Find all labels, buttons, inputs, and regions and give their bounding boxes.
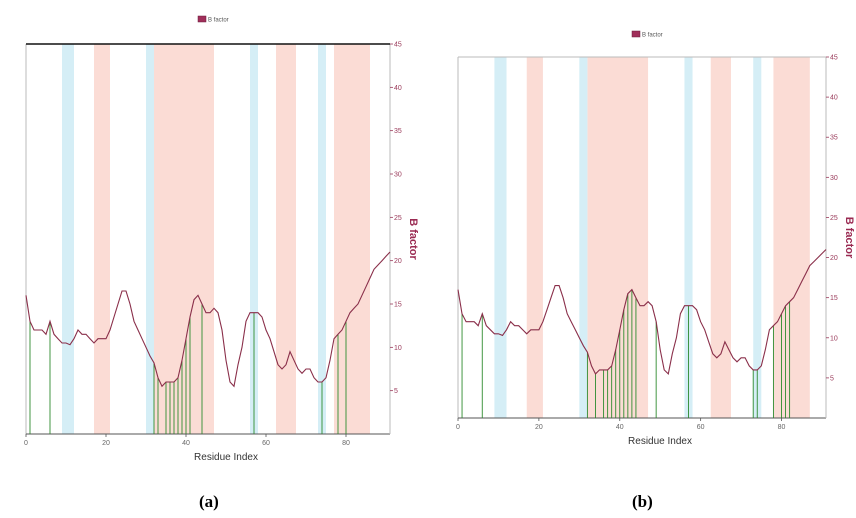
caption-a: (a): [199, 492, 219, 511]
y-tick-label: 40: [830, 95, 838, 102]
y-tick-label: 45: [830, 55, 838, 62]
y-tick-label: 25: [394, 215, 402, 222]
x-tick-label: 80: [342, 440, 350, 447]
helix-region-2: [276, 44, 296, 434]
y-tick-label: 20: [394, 258, 402, 265]
strand-region-4: [494, 57, 507, 418]
y-tick-label: 40: [394, 85, 402, 92]
x-tick-label: 40: [182, 440, 190, 447]
x-tick-label: 20: [102, 440, 110, 447]
legend-swatch: [197, 15, 207, 23]
y-tick-label: 10: [830, 335, 838, 342]
legend-label: B factor: [642, 33, 663, 39]
y-tick-label: 10: [394, 345, 402, 352]
x-tick-label: 0: [456, 424, 460, 431]
x-axis-label: Residue Index: [194, 452, 258, 463]
y-tick-label: 5: [394, 388, 398, 395]
x-tick-label: 40: [616, 424, 624, 431]
chart-panel-a: 0 20 40 60 80 5 10 15 20 25 30 35 40 45 Residue Index B…: [24, 15, 419, 463]
y-axis-label: B factor: [407, 218, 419, 260]
x-tick-label: 20: [535, 424, 543, 431]
y-tick-label: 30: [830, 175, 838, 182]
strand-region-6: [250, 44, 258, 434]
y-tick-label: 25: [830, 215, 838, 222]
y-tick-label: 35: [394, 128, 402, 135]
y-tick-label: 20: [830, 255, 838, 262]
legend-swatch: [631, 30, 641, 38]
x-tick-label: 60: [262, 440, 270, 447]
helix-region-3: [334, 44, 370, 434]
strand-region-7: [318, 44, 326, 434]
helix-region-1: [587, 57, 649, 418]
x-tick-label: 60: [697, 424, 705, 431]
bfactor-series-line: [25, 251, 391, 388]
helix-region-0: [94, 44, 110, 434]
helix-region-3: [773, 57, 810, 418]
strand-region-4: [62, 44, 74, 434]
y-tick-label: 15: [394, 302, 402, 309]
y-tick-label: 35: [830, 135, 838, 142]
bfactor-series-line: [457, 249, 827, 376]
caption-b: (b): [632, 492, 653, 511]
helix-region-2: [710, 57, 731, 418]
y-axis-label: B factor: [843, 217, 855, 259]
helix-region-0: [526, 57, 543, 418]
x-tick-label: 80: [778, 424, 786, 431]
strand-region-6: [684, 57, 693, 418]
x-tick-label: 0: [24, 440, 28, 447]
strand-region-7: [753, 57, 762, 418]
x-axis-label: Residue Index: [628, 436, 692, 447]
strand-region-5: [579, 57, 588, 418]
y-tick-label: 5: [830, 375, 834, 382]
y-tick-label: 30: [394, 172, 402, 179]
helix-region-1: [154, 44, 214, 434]
strand-region-5: [146, 44, 154, 434]
y-tick-label: 45: [394, 42, 402, 49]
legend-label: B factor: [208, 18, 229, 24]
y-tick-label: 15: [830, 295, 838, 302]
chart-panel-b: 0 20 40 60 80 5 10 15 20 25 30 35 40 45 Residue Index B…: [456, 30, 855, 447]
